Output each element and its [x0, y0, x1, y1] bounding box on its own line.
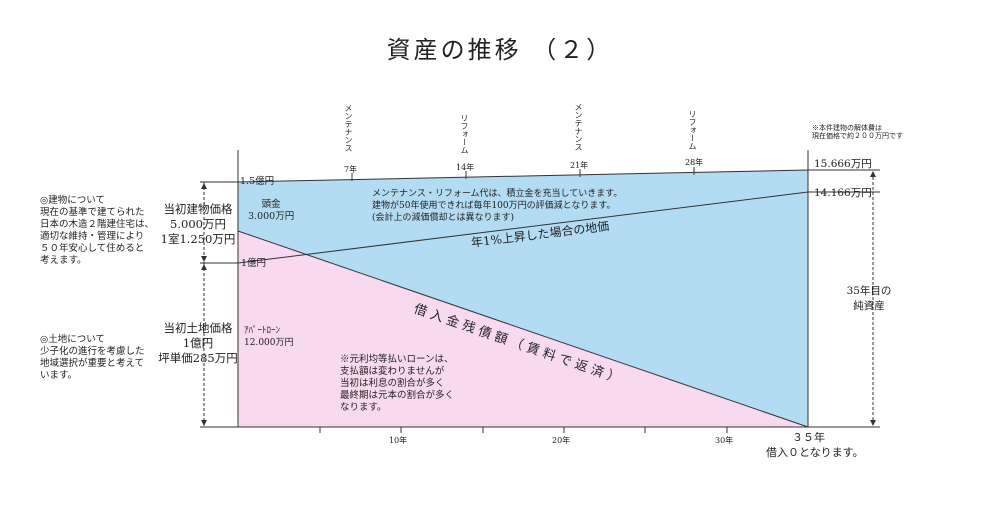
x-axis-ticks [319, 427, 728, 433]
event-reform-14: リフォーム [460, 114, 469, 154]
page-title: 資産の推移 （２） [386, 36, 614, 64]
building-price: 当初建物価格 5.000万円 1室1.250万円 [160, 202, 236, 246]
event-year-21: 21年 [570, 161, 589, 170]
total-asset-line [237, 169, 809, 183]
event-year-14: 14年 [456, 163, 475, 172]
x-tick-30: 30年 [715, 436, 734, 445]
total-asset-value: 15.666万円 [814, 158, 872, 170]
down-payment: 頭金 3.000万円 [248, 199, 295, 222]
apartment-loan: ｱﾊﾟｰﾄﾛｰﾝ 12.000万円 [244, 326, 294, 348]
loan-zero-note: 借入０となります。 [766, 446, 864, 459]
event-year-28: 28年 [685, 158, 704, 167]
event-markers [351, 167, 695, 181]
x-tick-35: ３５年 [792, 431, 825, 444]
level-top-label: 1.5億円 [240, 176, 275, 187]
event-reform-28: リフォーム [688, 110, 697, 150]
maintenance-note: メンテナンス・リフォーム代は、積立金を充当していきます。 建物が50年使用できれ… [372, 189, 623, 223]
demolition-cost-note: ※本件建物の解体費は 現在価格で約２００万円です [812, 124, 903, 140]
event-maintenance-7: メンテナンス [344, 104, 353, 152]
event-year-7: 7年 [344, 165, 358, 174]
loan-balance-line [237, 230, 809, 428]
x-tick-20: 20年 [552, 436, 571, 445]
loan-repayment-note: ※元利均等払いローンは、 支払額は変わりませんが 当初は利息の割合が多く 最終期… [340, 354, 455, 413]
x-tick-10: 10年 [389, 436, 408, 445]
building-note: ◎建物について 現在の基準で建てられた 日本の木造２階建住宅は、 適切な維持・管… [40, 195, 155, 266]
land-price: 当初土地価格 1億円 坪単価285万円 [158, 321, 238, 365]
land-note: ◎土地について 少子化の進行を考慮した 地域選択が重要と考えて います。 [40, 334, 145, 381]
event-maintenance-21: メンテナンス [574, 103, 583, 151]
level-mid-label: 1億円 [241, 258, 267, 269]
land-value-value: 14.166万円 [814, 187, 872, 199]
net-assets-label: 35年目の 純資産 [846, 285, 892, 312]
land-value-line [237, 191, 809, 264]
